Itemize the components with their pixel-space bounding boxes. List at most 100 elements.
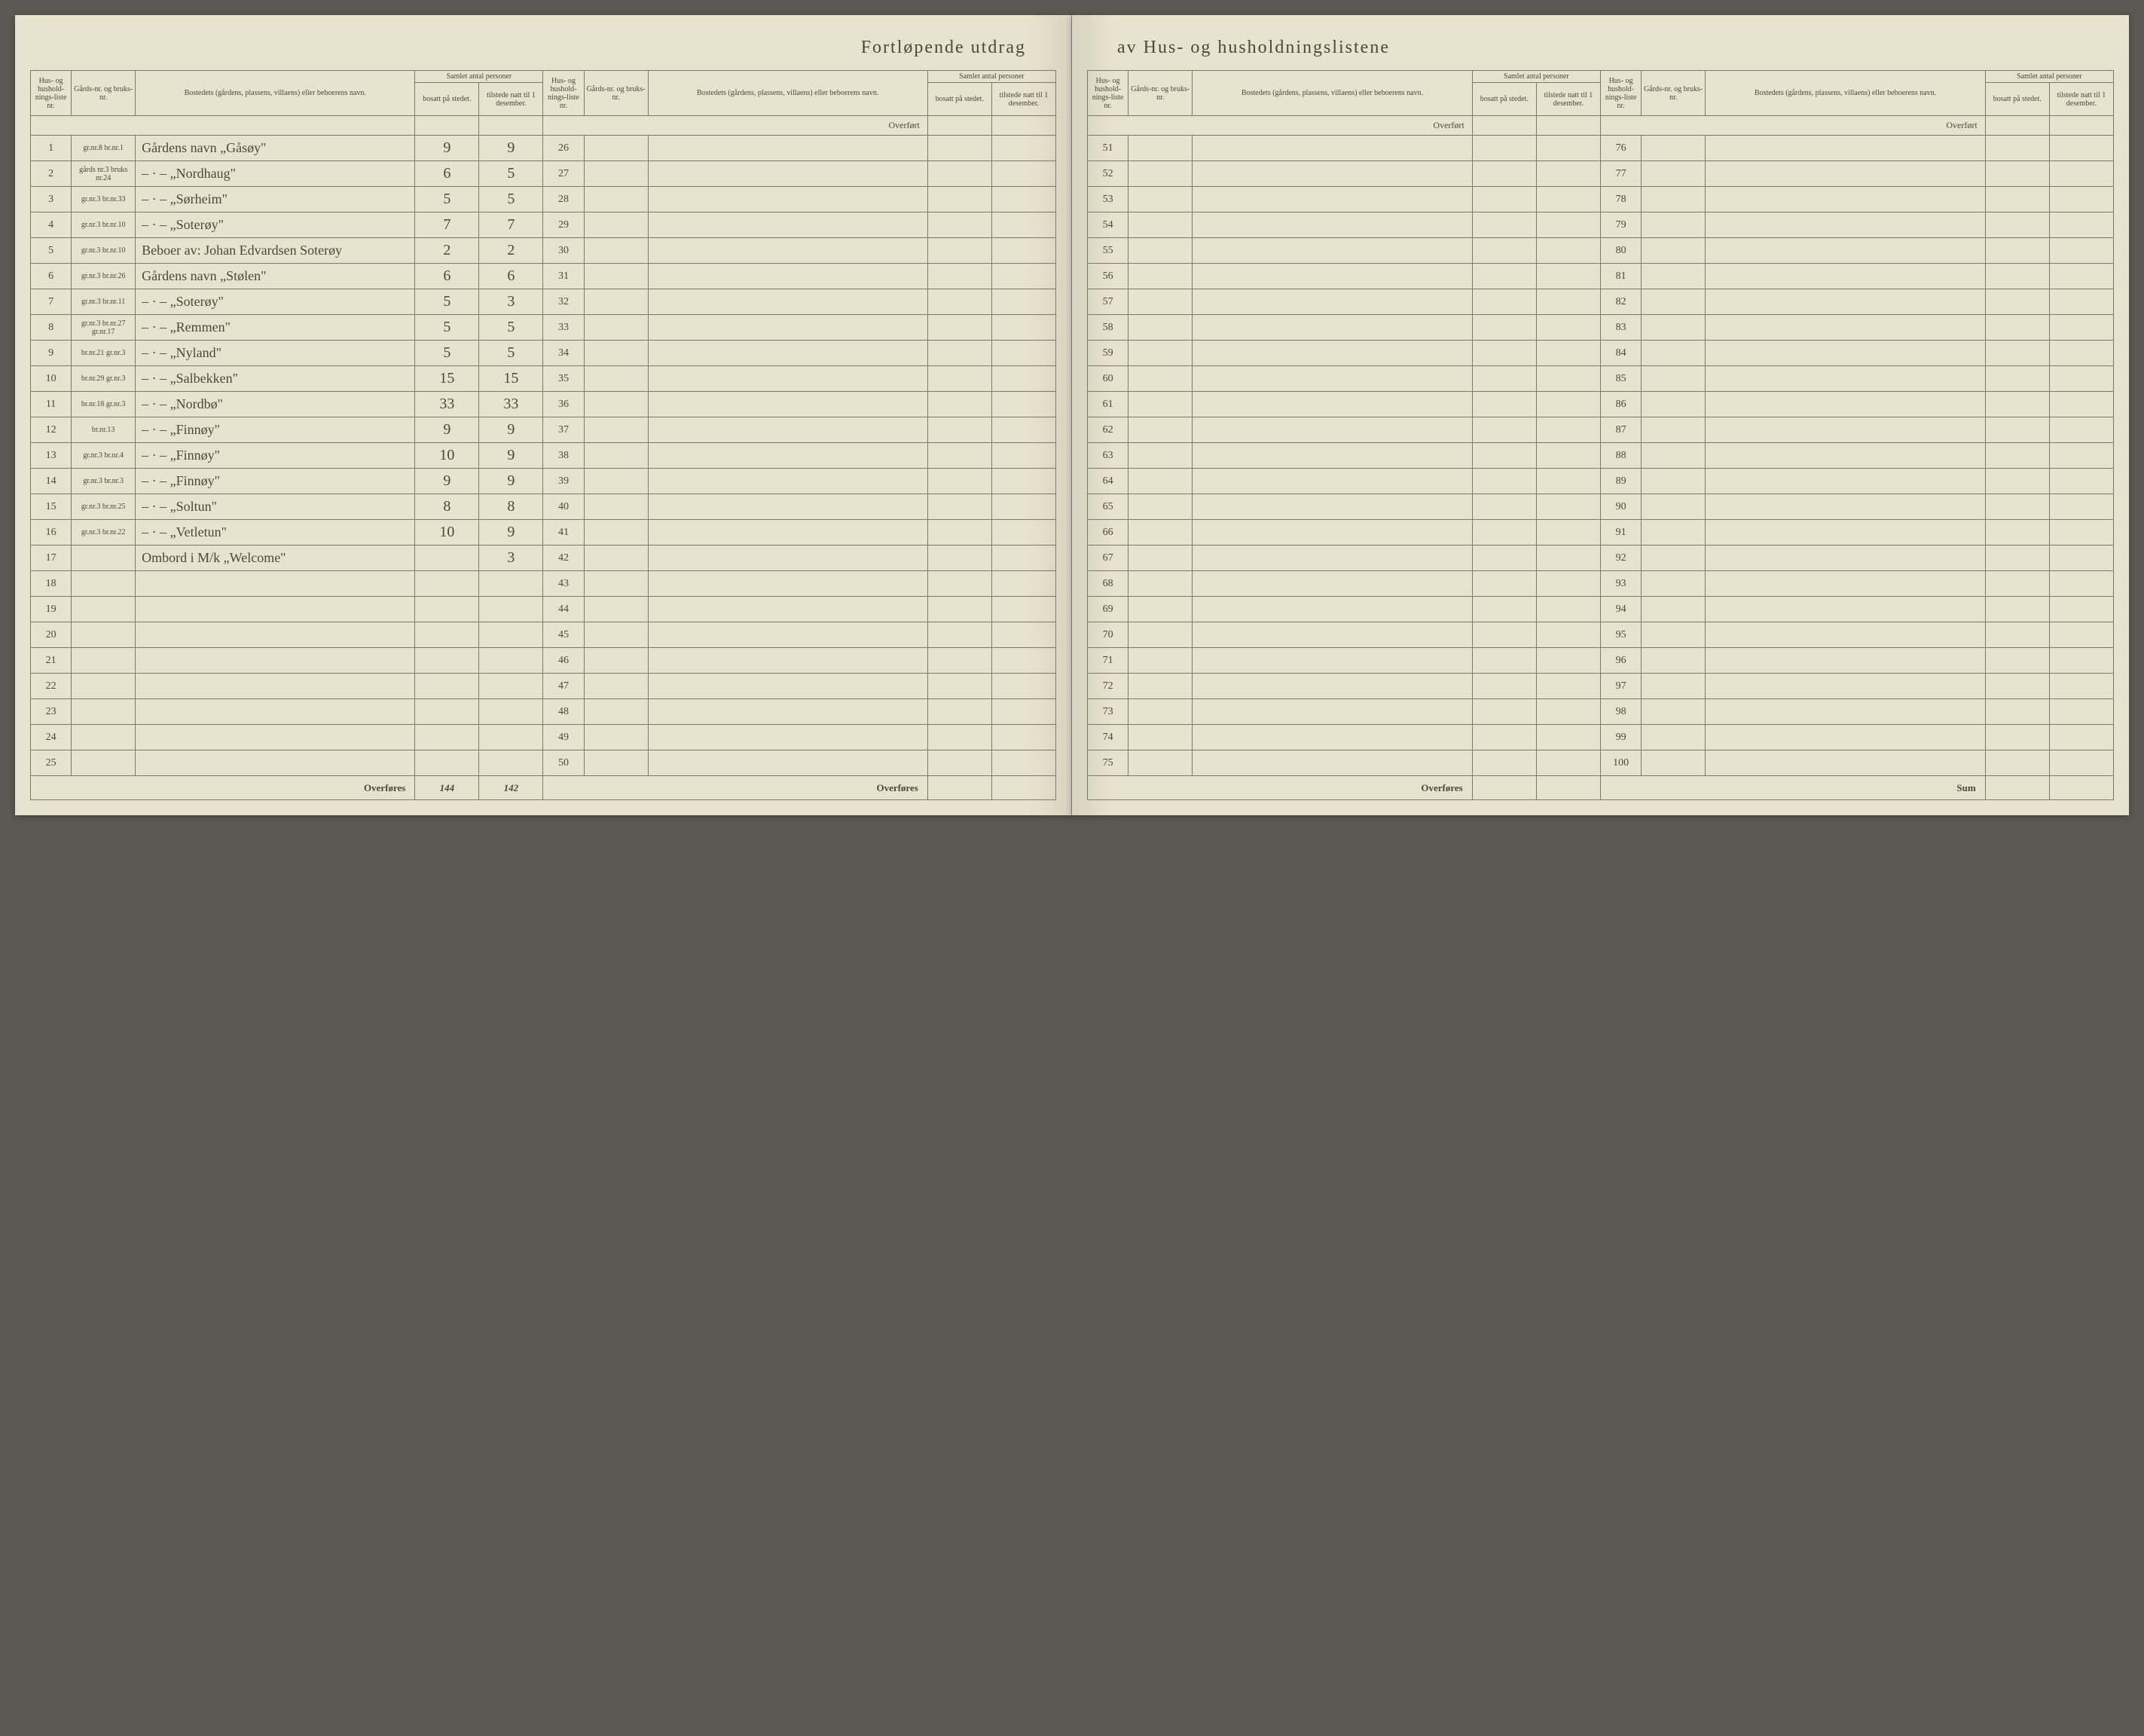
row-nr: 66: [1088, 520, 1129, 546]
tilstede: 33: [479, 392, 543, 417]
bosted: [1193, 366, 1472, 392]
bosatt: [927, 443, 991, 469]
overfores-label-r: Overføres: [1088, 776, 1473, 800]
hdr-tilstede: tilstede natt til 1 desember.: [479, 83, 543, 116]
row-nr: 13: [31, 443, 72, 469]
bosted: [648, 469, 927, 494]
bosatt: 9: [415, 469, 479, 494]
table-row: 6186: [1088, 392, 2114, 417]
gard-nr: [584, 443, 648, 469]
bosatt: 5: [415, 187, 479, 212]
bosted: [648, 520, 927, 546]
row-nr: 45: [543, 622, 584, 648]
hdr-bosatt-r2: bosatt på stedet.: [1985, 83, 2049, 116]
gard-nr: [1129, 392, 1193, 417]
gard-nr: [1129, 417, 1193, 443]
bosted: [1706, 674, 1985, 699]
row-nr: 81: [1600, 264, 1641, 289]
bosatt: [927, 238, 991, 264]
row-nr: 97: [1600, 674, 1641, 699]
tilstede: [991, 520, 1055, 546]
right-table: Hus- og hushold-nings-liste nr. Gårds-nr…: [1087, 70, 2114, 800]
gard-nr: [1642, 289, 1706, 315]
bosted: [1193, 187, 1472, 212]
bosatt: [1985, 494, 2049, 520]
table-row: 10br.nr.29 gr.nr.3– · – „Salbekken"15153…: [31, 366, 1056, 392]
table-row: 2146: [31, 648, 1056, 674]
bosatt: 5: [415, 341, 479, 366]
bosatt: [1985, 546, 2049, 571]
gard-nr: [1129, 341, 1193, 366]
gard-nr: [584, 674, 648, 699]
tilstede: [991, 212, 1055, 238]
bosatt: [927, 674, 991, 699]
tilstede: [479, 699, 543, 725]
bosted: [1193, 341, 1472, 366]
gard-nr: [1129, 187, 1193, 212]
gard-nr: [584, 392, 648, 417]
hdr-bosted-r2: Bostedets (gårdens, plassens, villaens) …: [1706, 71, 1985, 116]
bosatt: [415, 571, 479, 597]
row-nr: 79: [1600, 212, 1641, 238]
bosted: [1706, 520, 1985, 546]
bosatt: 6: [415, 161, 479, 187]
row-nr: 48: [543, 699, 584, 725]
gard-nr: [584, 571, 648, 597]
tilstede: [479, 750, 543, 776]
sum-label: Sum: [1600, 776, 1985, 800]
gard-nr: [1129, 648, 1193, 674]
bosted: [1193, 674, 1472, 699]
gard-nr: [584, 699, 648, 725]
gard-nr: [584, 648, 648, 674]
gard-nr: [1129, 315, 1193, 341]
gard-nr: gr.nr.3 br.nr.33: [72, 187, 136, 212]
bosatt: [1472, 494, 1536, 520]
gard-nr: gr.nr.3 br.nr.10: [72, 238, 136, 264]
gard-nr: br.nr.13: [72, 417, 136, 443]
row-nr: 84: [1600, 341, 1641, 366]
row-nr: 73: [1088, 699, 1129, 725]
tilstede: [991, 264, 1055, 289]
tilstede: [1536, 417, 1600, 443]
tilstede: [479, 725, 543, 750]
gard-nr: [1642, 161, 1706, 187]
tilstede: [1536, 289, 1600, 315]
row-nr: 2: [31, 161, 72, 187]
row-nr: 23: [31, 699, 72, 725]
gard-nr: [584, 520, 648, 546]
gard-nr: [1129, 264, 1193, 289]
gard-nr: [1129, 443, 1193, 469]
bosted: [1193, 622, 1472, 648]
tilstede: [991, 366, 1055, 392]
bosatt: [415, 597, 479, 622]
bosted: [1706, 750, 1985, 776]
bosatt: [1472, 597, 1536, 622]
tilstede: [2049, 622, 2113, 648]
tilstede: [991, 597, 1055, 622]
row-nr: 71: [1088, 648, 1129, 674]
bosatt: [1472, 725, 1536, 750]
bosted: [648, 366, 927, 392]
gard-nr: [1129, 699, 1193, 725]
tilstede: [2049, 417, 2113, 443]
bosatt: [1472, 392, 1536, 417]
hdr-samlet-r2: Samlet antal personer: [1985, 71, 2113, 83]
gard-nr: br.nr.21 gr.nr.3: [72, 341, 136, 366]
bosted: [1706, 546, 1985, 571]
bosatt: [927, 571, 991, 597]
bosatt: [1985, 238, 2049, 264]
tilstede: 8: [479, 494, 543, 520]
table-row: 5gr.nr.3 br.nr.10Beboer av: Johan Edvard…: [31, 238, 1056, 264]
row-nr: 60: [1088, 366, 1129, 392]
gard-nr: [1129, 571, 1193, 597]
gard-nr: [72, 597, 136, 622]
tilstede: [1536, 699, 1600, 725]
bosatt: 6: [415, 264, 479, 289]
bosatt: [1472, 648, 1536, 674]
bosted: [648, 750, 927, 776]
row-nr: 37: [543, 417, 584, 443]
bosted: [648, 136, 927, 161]
bosatt: [1985, 264, 2049, 289]
bosatt: [1985, 622, 2049, 648]
row-nr: 90: [1600, 494, 1641, 520]
